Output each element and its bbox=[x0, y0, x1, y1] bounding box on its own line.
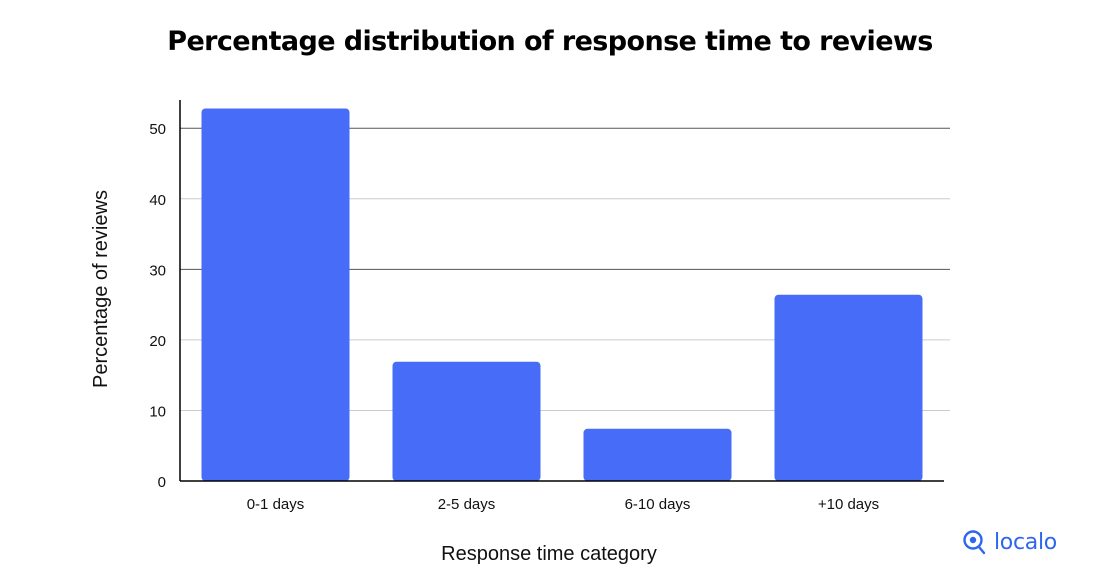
y-tick-label: 30 bbox=[149, 262, 166, 279]
brand-logo: localo bbox=[960, 528, 1057, 556]
x-tick-label: 6-10 days bbox=[625, 496, 691, 513]
map-pin-icon bbox=[963, 530, 986, 555]
y-tick-label: 0 bbox=[158, 474, 166, 491]
y-axis-label: Percentage of reviews bbox=[90, 190, 112, 388]
y-tick-label: 50 bbox=[149, 121, 166, 138]
bar-0-1-days bbox=[201, 108, 350, 481]
bar-10-days bbox=[774, 294, 923, 481]
bars bbox=[201, 108, 923, 481]
tick-labels: 0 10 20 30 40 50 0-1 days 2-5 days 6-10 days +10 … bbox=[149, 121, 879, 513]
y-tick-label: 40 bbox=[149, 192, 166, 209]
chart-title: Percentage distribution of response time… bbox=[167, 26, 933, 57]
x-tick-label: +10 days bbox=[818, 496, 879, 513]
x-axis-label: Response time category bbox=[441, 543, 657, 565]
x-tick-label: 0-1 days bbox=[247, 496, 305, 513]
axes bbox=[179, 100, 944, 482]
bar-2-5-days bbox=[392, 361, 541, 481]
brand-name: localo bbox=[994, 529, 1057, 555]
bar-6-10-days bbox=[583, 428, 732, 481]
y-tick-label: 10 bbox=[149, 403, 166, 420]
x-tick-label: 2-5 days bbox=[438, 496, 496, 513]
y-tick-label: 20 bbox=[149, 333, 166, 350]
